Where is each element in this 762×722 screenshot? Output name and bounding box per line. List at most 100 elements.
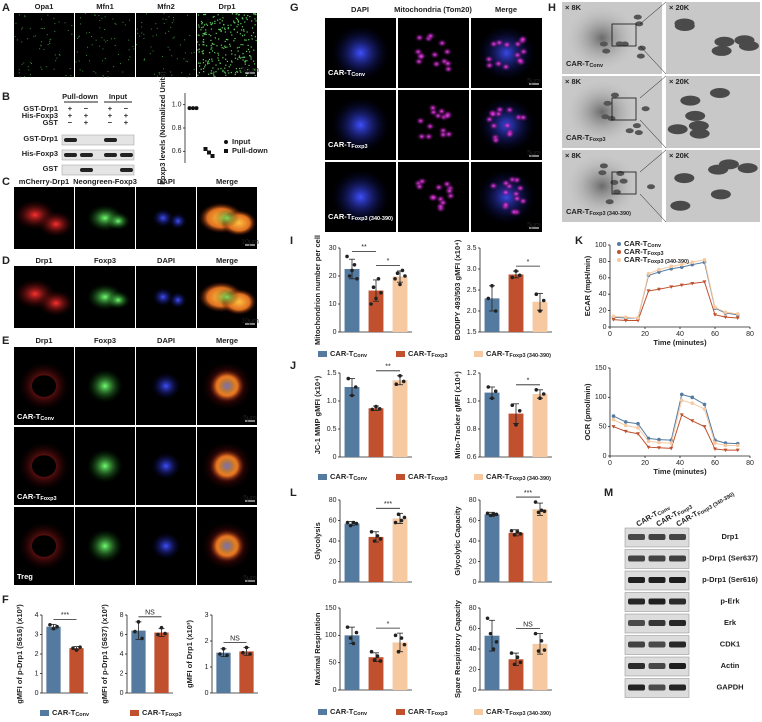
y-tick-label: 50	[329, 660, 337, 667]
image-dot	[224, 31, 226, 33]
image-dot	[205, 23, 207, 25]
data-point	[221, 647, 226, 651]
image-dot	[215, 64, 217, 66]
bar	[368, 290, 384, 332]
bar	[154, 632, 169, 693]
image-dot	[198, 26, 200, 28]
image-dot	[202, 59, 204, 61]
image-dot	[243, 29, 245, 31]
image-dot	[249, 54, 251, 57]
data-point	[486, 296, 491, 301]
x-tick-label: 80	[746, 331, 754, 338]
zoom-guide	[639, 1, 667, 25]
image-blob	[610, 179, 619, 185]
label-sub: Foxp3 (340-390)	[589, 211, 631, 217]
x-axis-label: Time (minutes)	[653, 338, 707, 347]
image-dot	[204, 32, 206, 34]
image-dot	[179, 44, 181, 46]
image-dot	[255, 13, 257, 16]
image-dot	[233, 29, 235, 31]
y-axis-label: Glycolytic Capacity	[453, 506, 462, 576]
line-marker	[702, 280, 707, 284]
image-dot	[238, 14, 240, 16]
zoom-guide	[639, 193, 667, 223]
line-marker	[646, 271, 651, 276]
image-dot	[208, 33, 210, 36]
image-dot	[198, 51, 200, 53]
line-marker	[657, 287, 661, 292]
blot-band	[669, 620, 686, 626]
label: GST-Drp1	[23, 104, 58, 113]
image-dot	[114, 44, 116, 46]
data-point	[55, 624, 59, 629]
data-point	[512, 662, 517, 667]
image-dot	[189, 35, 191, 37]
image-blob	[484, 61, 495, 70]
y-tick-label: 80	[329, 497, 337, 504]
image-dot	[54, 54, 56, 56]
image-dot	[247, 44, 249, 47]
line-marker	[735, 443, 740, 448]
image-blob	[670, 200, 691, 211]
label-sub: Foxp3	[351, 144, 367, 150]
line-marker	[623, 423, 628, 428]
panel-letter: H	[548, 2, 556, 14]
bar	[239, 651, 254, 693]
image-blob	[494, 105, 505, 114]
image-dot	[46, 34, 48, 36]
image-dot	[41, 41, 43, 43]
image-dot	[55, 60, 57, 62]
label: CAR-TFoxp3 (340-390)	[486, 349, 551, 359]
image-dot	[54, 23, 56, 25]
bar	[508, 659, 524, 690]
y-tick-label: 60	[469, 517, 477, 524]
image-dot	[204, 64, 207, 66]
image-dot	[230, 31, 232, 33]
image-dot	[211, 43, 213, 45]
y-tick-label: 0.5	[327, 426, 337, 433]
image-dot	[205, 29, 207, 31]
y-tick-label: 80	[469, 497, 477, 504]
y-axis-label: Glycolysis	[313, 522, 322, 560]
panel-letter: M	[604, 487, 613, 499]
bar	[484, 298, 500, 332]
image-dot	[202, 26, 204, 28]
image-dot	[193, 51, 195, 53]
label-sub: Foxp3	[589, 137, 605, 143]
image-blob	[106, 212, 131, 231]
image-dot	[197, 34, 199, 36]
data-point	[350, 268, 354, 273]
image-dot	[236, 13, 238, 15]
image-blob	[641, 106, 650, 112]
data-point	[488, 631, 493, 636]
data-point	[402, 642, 407, 647]
image-blob	[633, 14, 642, 20]
image-dot	[18, 69, 20, 71]
image-dot	[165, 18, 167, 20]
data-point	[218, 652, 222, 656]
line-marker	[702, 425, 707, 429]
blot	[61, 134, 135, 146]
image-dot	[251, 20, 253, 22]
image-dot	[239, 57, 241, 59]
image-dot	[239, 67, 241, 70]
image-dot	[79, 69, 81, 71]
image-dot	[219, 62, 221, 64]
y-tick-label: 100	[325, 632, 337, 639]
label-main: CAR-T	[566, 59, 590, 68]
image-dot	[226, 46, 228, 48]
column-label: Drp1	[218, 2, 235, 11]
image-blob	[612, 189, 621, 195]
image-blob	[632, 123, 641, 129]
image-dot	[243, 56, 246, 58]
data-point	[486, 385, 491, 389]
image-dot	[189, 73, 191, 75]
image-blob	[512, 175, 522, 185]
data-point	[351, 641, 356, 646]
image-dot	[197, 49, 199, 51]
label: CAR-TConv	[328, 68, 366, 78]
y-tick-label: 0.8	[467, 426, 477, 433]
image-dot	[124, 24, 126, 26]
blot-band	[80, 153, 93, 157]
